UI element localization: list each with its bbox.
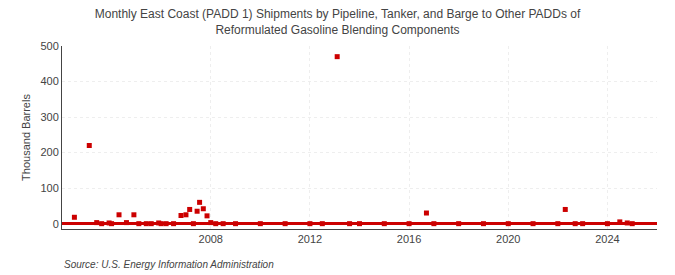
svg-text:200: 200	[40, 146, 58, 158]
svg-text:400: 400	[40, 75, 58, 87]
svg-text:Thousand Barrels: Thousand Barrels	[20, 94, 32, 181]
svg-text:2008: 2008	[199, 233, 223, 245]
svg-text:2016: 2016	[397, 233, 421, 245]
svg-text:500: 500	[40, 40, 58, 52]
svg-text:Source: U.S. Energy Informatio: Source: U.S. Energy Information Administ…	[64, 259, 274, 270]
svg-text:100: 100	[40, 182, 58, 194]
svg-text:2024: 2024	[595, 233, 619, 245]
svg-text:0: 0	[53, 218, 59, 230]
svg-text:2012: 2012	[298, 233, 322, 245]
svg-text:Monthly East Coast (PADD 1) Sh: Monthly East Coast (PADD 1) Shipments by…	[95, 7, 581, 37]
svg-text:300: 300	[40, 111, 58, 123]
svg-text:2020: 2020	[496, 233, 520, 245]
